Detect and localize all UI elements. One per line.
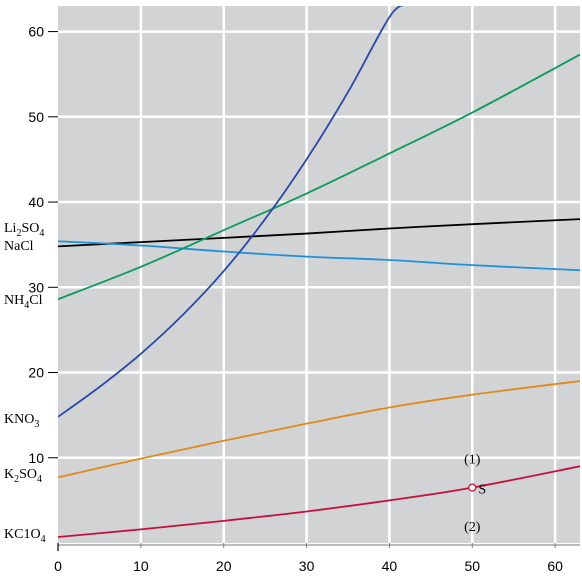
y-tick-label: 40 xyxy=(28,194,44,210)
series-label: NaCl xyxy=(4,239,34,254)
x-tick-label: 40 xyxy=(382,558,398,574)
y-tick-label: 10 xyxy=(28,450,44,466)
series-label: KNO3 xyxy=(4,412,39,430)
plot-background xyxy=(58,6,580,543)
x-tick-label: 60 xyxy=(547,558,563,574)
y-tick-label: 60 xyxy=(28,24,44,40)
y-tick-label: 30 xyxy=(28,279,44,295)
series-label: KC1O4 xyxy=(4,527,46,545)
x-tick-label: 30 xyxy=(299,558,315,574)
annotation-label: (1) xyxy=(464,453,481,468)
annotation-label: S xyxy=(478,483,486,498)
series-line-kno3 xyxy=(58,6,404,418)
series-line-k2so xyxy=(58,380,580,479)
x-tick-label: 20 xyxy=(216,558,232,574)
x-tick-label: 0 xyxy=(54,558,62,574)
series-label: Li2SO4 xyxy=(4,221,44,239)
series-label: NH4Cl xyxy=(4,293,43,311)
axes xyxy=(48,31,580,551)
annotations: (1) S (2) xyxy=(464,453,486,535)
point-s-marker xyxy=(468,483,477,492)
series-line-nacl xyxy=(58,240,580,272)
y-tick-label: 20 xyxy=(28,365,44,381)
series-line-li2so xyxy=(58,218,580,248)
series-line-nh4cl xyxy=(58,53,580,301)
series-lines xyxy=(58,6,580,538)
y-tick-label: 50 xyxy=(28,109,44,125)
x-tick-label: 10 xyxy=(133,558,149,574)
tick-labels: 0 10 20 30 40 50 60 10 20 30 40 50 60 xyxy=(28,24,563,574)
annotation-label: (2) xyxy=(464,520,481,535)
grid-lines xyxy=(58,6,580,543)
x-tick-label: 50 xyxy=(464,558,480,574)
series-label: K2SO4 xyxy=(4,467,42,485)
